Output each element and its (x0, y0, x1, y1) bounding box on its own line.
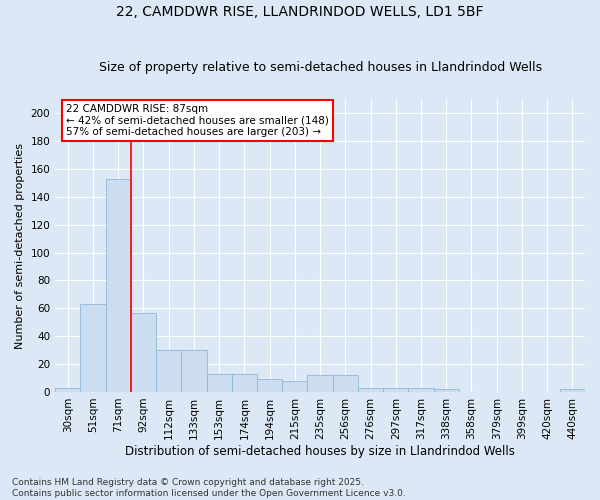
Bar (181, 350, 206, 392)
Bar (282, 381, 307, 392)
Bar (560, 389, 585, 392)
Bar (383, 388, 409, 392)
Bar (332, 375, 358, 392)
Bar (131, 312, 156, 392)
Bar (409, 388, 434, 392)
Bar (307, 375, 332, 392)
Bar (434, 389, 459, 392)
Text: 22 CAMDDWR RISE: 87sqm
← 42% of semi-detached houses are smaller (148)
57% of se: 22 CAMDDWR RISE: 87sqm ← 42% of semi-det… (66, 104, 329, 137)
Bar (156, 350, 181, 392)
Bar (106, 178, 131, 392)
Bar (358, 388, 383, 392)
Bar (232, 374, 257, 392)
Text: Contains HM Land Registry data © Crown copyright and database right 2025.
Contai: Contains HM Land Registry data © Crown c… (12, 478, 406, 498)
Bar (55, 388, 80, 392)
Title: Size of property relative to semi-detached houses in Llandrindod Wells: Size of property relative to semi-detach… (98, 62, 542, 74)
Bar (80, 304, 106, 392)
Y-axis label: Number of semi-detached properties: Number of semi-detached properties (15, 142, 25, 348)
Bar (257, 380, 282, 392)
Bar (206, 374, 232, 392)
X-axis label: Distribution of semi-detached houses by size in Llandrindod Wells: Distribution of semi-detached houses by … (125, 444, 515, 458)
Text: 22, CAMDDWR RISE, LLANDRINDOD WELLS, LD1 5BF: 22, CAMDDWR RISE, LLANDRINDOD WELLS, LD1… (116, 5, 484, 19)
